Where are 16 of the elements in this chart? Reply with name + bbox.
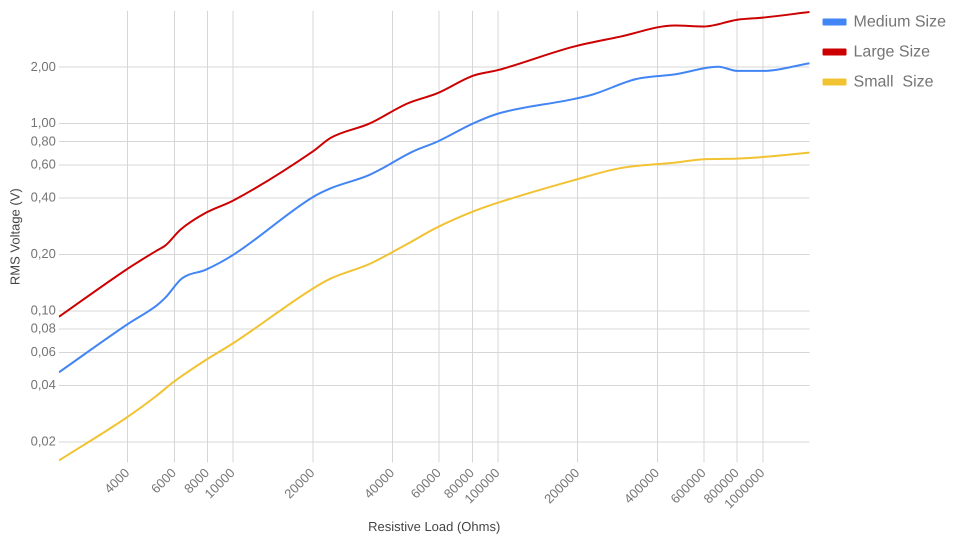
legend-label: Medium Size [854,13,946,30]
y-tick-label: 0,04 [30,377,56,392]
y-tick-label: 2,00 [30,58,56,74]
y-tick-label: 0,10 [30,302,56,318]
y-axis-title: RMS Voltage (V) [7,188,22,286]
y-tick-label: 0,02 [30,433,56,448]
y-tick-label: 0,60 [30,156,56,172]
y-tick-label: 1,00 [30,115,56,130]
legend-label: Large Size [854,43,930,60]
legend-label: Small Size [854,73,934,90]
y-tick-label: 0,20 [30,246,56,262]
y-tick-label: 0,06 [30,344,56,360]
x-axis-title: Resistive Load (Ohms) [368,518,500,534]
y-tick-label: 0,40 [30,190,56,205]
y-tick-label: 0,08 [30,320,56,336]
y-tick-label: 0,80 [30,133,56,148]
